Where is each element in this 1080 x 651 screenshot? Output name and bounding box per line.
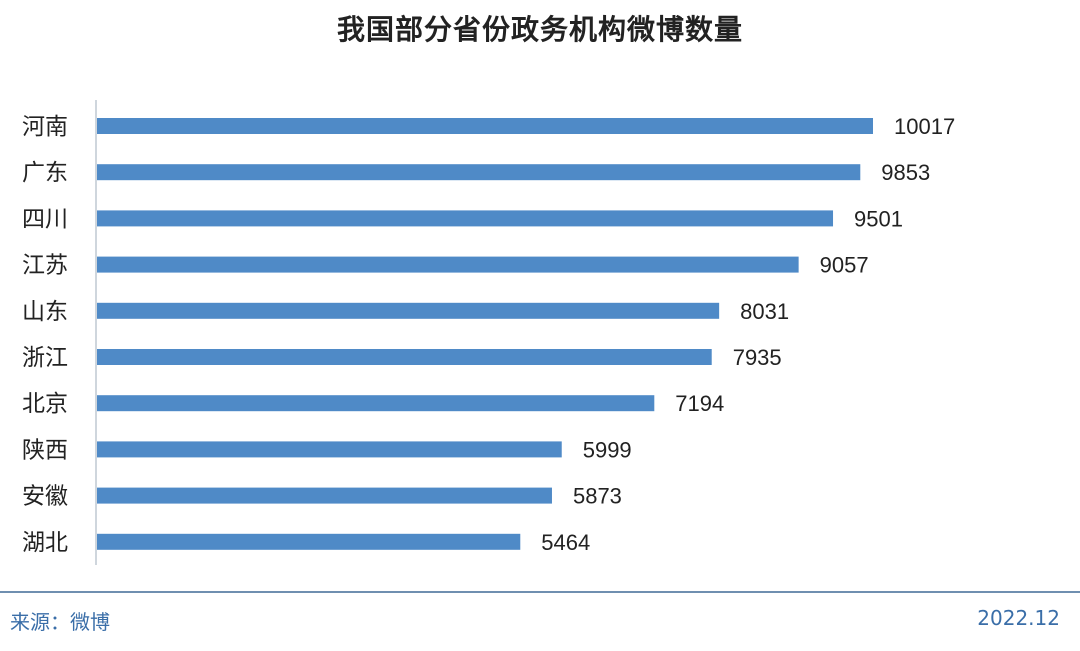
bar [97, 441, 562, 458]
category-label: 北京 [22, 391, 68, 417]
bar-chart: 河南 10017 广东 9853 四川 9501 江苏 9057 山东 8031 浙江 7935 北京 7… [22, 100, 955, 565]
category-label: 河南 [22, 114, 68, 140]
bar [97, 256, 799, 273]
bar [97, 533, 521, 550]
category-label: 陕西 [22, 437, 68, 463]
value-label: 5873 [573, 484, 622, 509]
bar [97, 487, 552, 504]
value-label: 9057 [820, 253, 869, 278]
value-label: 7935 [733, 345, 782, 370]
value-label: 9501 [854, 206, 903, 231]
bar [97, 164, 861, 181]
category-label: 四川 [22, 206, 68, 232]
value-label: 5999 [583, 437, 632, 462]
value-label: 9853 [881, 160, 930, 185]
value-label: 7194 [675, 391, 724, 416]
bar [97, 118, 873, 134]
category-label: 江苏 [22, 253, 68, 279]
bar [97, 395, 655, 412]
bar [97, 302, 720, 319]
bar [97, 210, 834, 227]
chart-title: 我国部分省份政务机构微博数量 [336, 13, 743, 46]
category-label: 安徽 [22, 484, 68, 510]
bar [97, 349, 712, 365]
value-label: 8031 [740, 299, 789, 324]
value-label: 10017 [894, 114, 955, 139]
category-label: 浙江 [22, 345, 68, 371]
category-label: 湖北 [22, 530, 68, 556]
category-label: 山东 [22, 299, 68, 325]
footer-divider [0, 591, 1080, 593]
source-note: 来源：微博 [10, 610, 110, 634]
value-label: 5464 [541, 530, 590, 555]
date-note: 2022.12 [977, 606, 1060, 630]
category-label: 广东 [22, 160, 68, 186]
